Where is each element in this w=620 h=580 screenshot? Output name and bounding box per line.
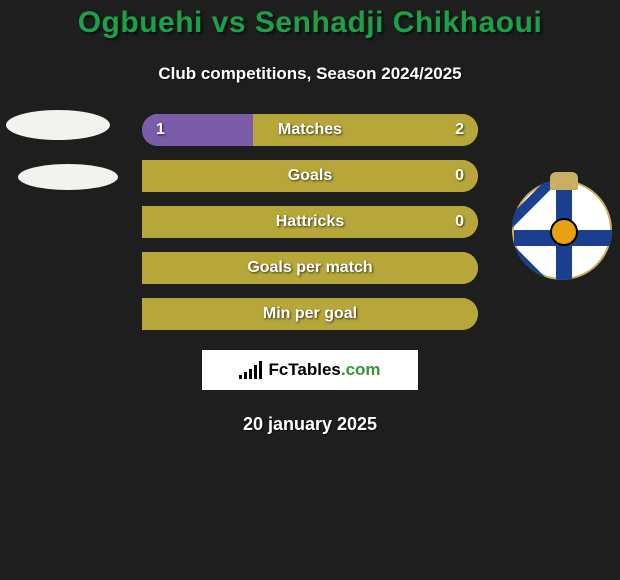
stat-value-right: 0	[455, 167, 464, 185]
subtitle: Club competitions, Season 2024/2025	[0, 64, 620, 84]
stat-label: Goals per match	[247, 259, 372, 277]
brand-text: FcTables.com	[268, 360, 380, 380]
vs-label: vs	[212, 6, 246, 39]
stat-value-right: 2	[455, 121, 464, 139]
player2-club-crest: CDT	[506, 174, 616, 284]
stat-label: Goals	[288, 167, 332, 185]
brand-domain: .com	[341, 360, 381, 379]
stat-row: Matches 1 2	[142, 114, 478, 146]
player1-club-crest	[4, 98, 114, 208]
stat-row: Hattricks 0	[142, 206, 478, 238]
stat-value-left: 1	[156, 121, 165, 139]
stat-label: Min per goal	[263, 305, 357, 323]
stat-label: Matches	[278, 121, 342, 139]
page-title: Ogbuehi vs Senhadji Chikhaoui	[0, 6, 620, 40]
fctables-watermark: FcTables.com	[202, 350, 418, 390]
bar-chart-icon	[239, 361, 262, 379]
player2-name: Senhadji Chikhaoui	[255, 6, 542, 39]
snapshot-date: 20 january 2025	[0, 414, 620, 435]
stat-row: Min per goal	[142, 298, 478, 330]
crest-shape-icon	[6, 110, 110, 140]
player1-name: Ogbuehi	[78, 6, 203, 39]
stat-value-right: 0	[455, 213, 464, 231]
stat-label: Hattricks	[276, 213, 344, 231]
stats-block: CDT Matches 1 2 Goals 0 Hattricks 0 Goals per m…	[0, 114, 620, 330]
stat-row: Goals 0	[142, 160, 478, 192]
comparison-card: Ogbuehi vs Senhadji Chikhaoui Club compe…	[0, 0, 620, 435]
stat-row: Goals per match	[142, 252, 478, 284]
crest-shape-icon	[18, 164, 118, 190]
tenerife-crest-icon: CDT	[512, 174, 612, 284]
brand-main: FcTables	[268, 360, 340, 379]
